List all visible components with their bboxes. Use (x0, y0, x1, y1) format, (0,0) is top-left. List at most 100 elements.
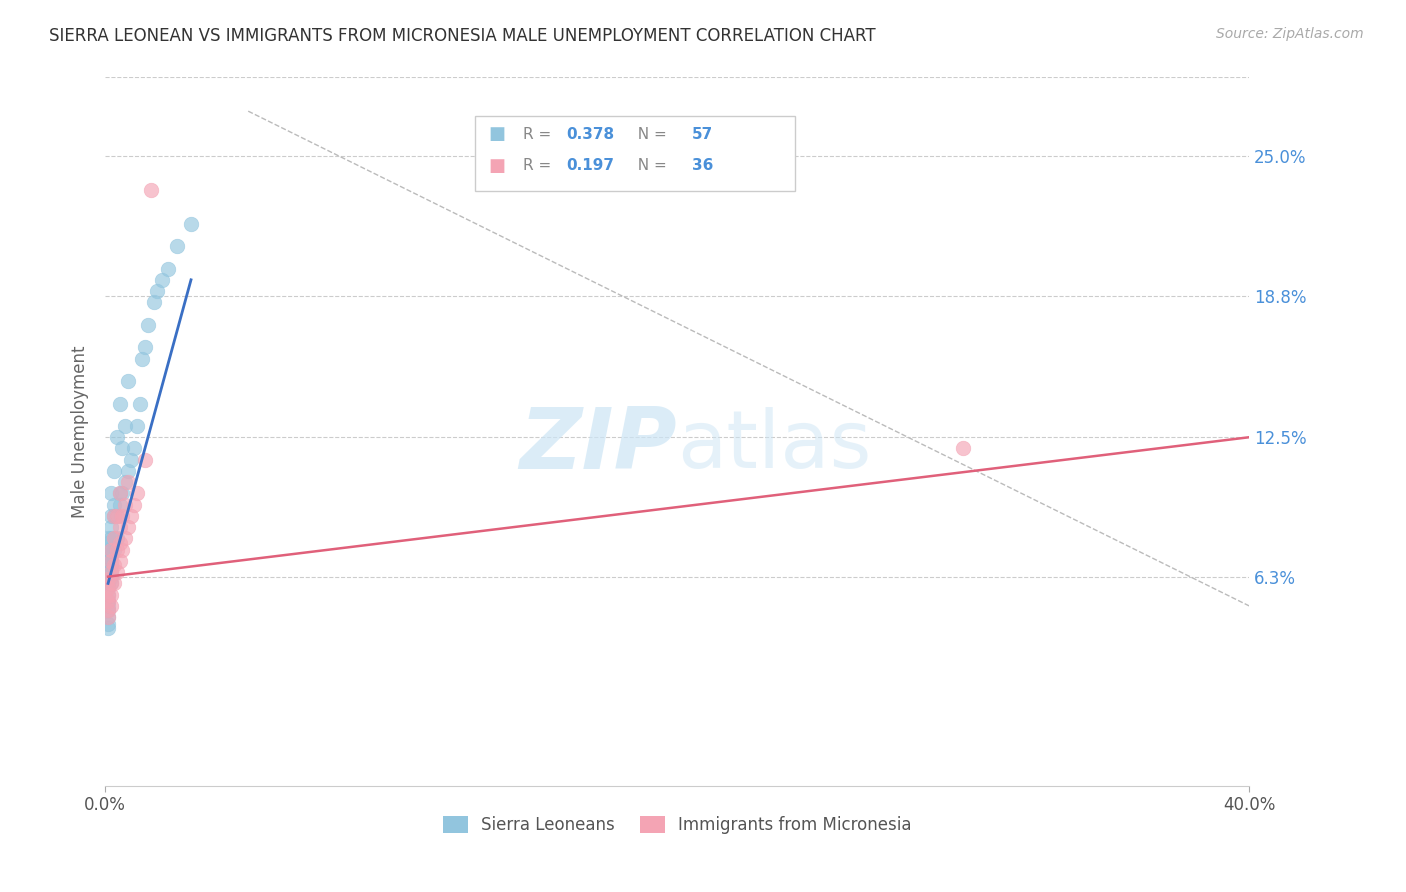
Point (97, 558, 120, 573)
Point (108, 520, 131, 534)
Point (117, 475, 139, 490)
Point (180, 217, 202, 231)
Point (139, 183, 162, 197)
Text: 0.197: 0.197 (567, 159, 614, 173)
Point (120, 452, 142, 467)
Point (114, 475, 136, 490)
Text: 0.378: 0.378 (567, 127, 614, 142)
Text: Source: ZipAtlas.com: Source: ZipAtlas.com (1216, 27, 1364, 41)
Point (108, 486, 131, 500)
Point (97, 572, 120, 586)
Point (97, 610, 120, 624)
Text: N =: N = (628, 127, 672, 142)
Point (142, 295, 165, 310)
Point (108, 486, 131, 500)
Point (97, 594, 120, 608)
Point (131, 351, 153, 366)
Point (103, 498, 125, 512)
Point (103, 532, 125, 546)
Point (152, 273, 174, 287)
Point (145, 284, 167, 298)
Point (97, 603, 120, 617)
Legend: Sierra Leoneans, Immigrants from Micronesia: Sierra Leoneans, Immigrants from Microne… (443, 816, 911, 834)
Point (105, 542, 128, 557)
Point (122, 442, 145, 456)
Point (122, 498, 145, 512)
Point (103, 508, 125, 523)
Text: 57: 57 (692, 127, 713, 142)
Point (125, 486, 148, 500)
Point (97, 610, 120, 624)
Point (134, 340, 156, 354)
Point (97, 549, 120, 564)
Text: 36: 36 (692, 159, 713, 173)
Point (97, 588, 120, 602)
Point (97, 603, 120, 617)
Point (103, 532, 125, 546)
Point (111, 486, 134, 500)
Point (97, 581, 120, 595)
Point (97, 554, 120, 568)
Point (134, 452, 156, 467)
Point (128, 396, 150, 410)
Text: N =: N = (628, 159, 672, 173)
Point (100, 554, 122, 568)
Point (108, 396, 131, 410)
Point (114, 419, 136, 434)
Point (97, 594, 120, 608)
Point (100, 565, 122, 579)
Point (111, 442, 134, 456)
Point (97, 616, 120, 631)
Point (108, 498, 131, 512)
FancyBboxPatch shape (475, 116, 794, 191)
Point (100, 508, 122, 523)
Point (100, 532, 122, 546)
Point (100, 520, 122, 534)
Point (111, 542, 134, 557)
Point (103, 464, 125, 478)
Point (97, 581, 120, 595)
Point (103, 576, 125, 591)
Point (103, 558, 125, 573)
Point (100, 576, 122, 591)
Point (108, 554, 131, 568)
Text: SIERRA LEONEAN VS IMMIGRANTS FROM MICRONESIA MALE UNEMPLOYMENT CORRELATION CHART: SIERRA LEONEAN VS IMMIGRANTS FROM MICRON… (49, 27, 876, 45)
Point (166, 239, 188, 253)
Point (97, 621, 120, 635)
Point (105, 565, 128, 579)
Point (105, 430, 128, 444)
Point (100, 588, 122, 602)
Point (103, 508, 125, 523)
Point (97, 576, 120, 591)
Point (105, 508, 128, 523)
Point (108, 536, 131, 550)
Text: ■: ■ (488, 157, 505, 175)
Point (136, 318, 159, 332)
Point (105, 508, 128, 523)
Point (100, 576, 122, 591)
Point (97, 572, 120, 586)
Text: atlas: atlas (678, 407, 872, 484)
Point (952, 442, 974, 456)
Text: R =: R = (523, 127, 555, 142)
Point (117, 374, 139, 388)
Point (97, 588, 120, 602)
Point (100, 542, 122, 557)
Point (100, 486, 122, 500)
Text: ■: ■ (488, 125, 505, 143)
Point (1381, 419, 1403, 434)
Point (117, 464, 139, 478)
Point (100, 599, 122, 613)
Point (100, 558, 122, 573)
Text: R =: R = (523, 159, 555, 173)
Point (103, 542, 125, 557)
Point (100, 549, 122, 564)
Point (100, 569, 122, 583)
Point (120, 508, 142, 523)
Point (114, 498, 136, 512)
Point (111, 508, 134, 523)
Y-axis label: Male Unemployment: Male Unemployment (72, 345, 89, 518)
Point (117, 520, 139, 534)
Point (97, 532, 120, 546)
Point (100, 542, 122, 557)
